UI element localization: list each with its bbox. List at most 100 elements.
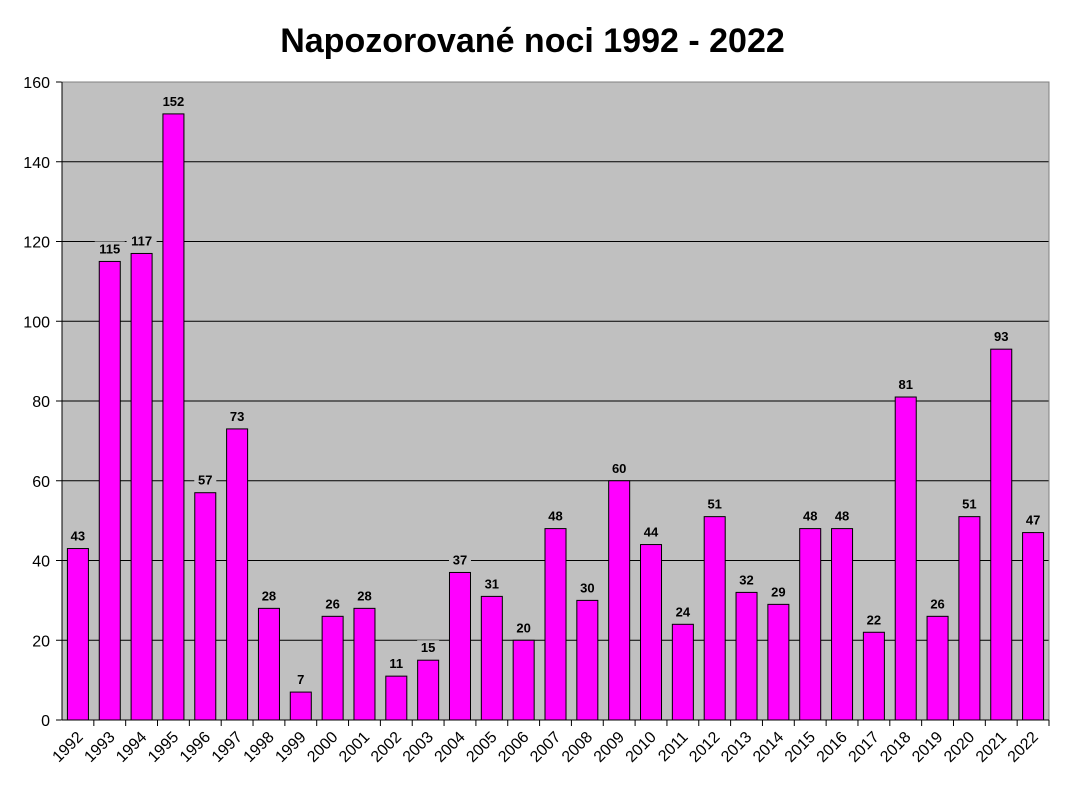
data-label-bg [480,576,503,592]
bar-1994 [130,252,153,721]
data-label-bg [894,377,917,393]
data-label-bg [94,241,125,257]
bar-2014 [767,603,790,721]
x-tick-label-2017: 2017 [846,729,883,766]
x-tick-label-2010: 2010 [623,729,660,766]
data-label-2000: 26 [325,596,339,611]
x-tick-label-1993: 1993 [81,729,118,766]
data-label-1995: 152 [163,94,185,109]
x-tick-label-1998: 1998 [241,729,278,766]
x-tick-label-2015: 2015 [782,729,819,766]
y-tick-label: 80 [32,394,50,411]
x-tick-label-2016: 2016 [814,729,851,766]
x-tick-label-2022: 2022 [1005,729,1042,766]
x-tick-label-2001: 2001 [336,729,373,766]
bar-2019 [926,615,949,721]
bar-2004 [448,571,471,721]
data-label-1999: 7 [297,672,304,687]
bar-1993 [98,260,121,721]
data-label-bg [194,472,217,488]
bar-1998 [257,607,280,721]
data-label-bg [448,552,471,568]
data-label-bg [926,596,949,612]
data-label-bg [158,93,189,109]
x-tick-label-1996: 1996 [177,729,214,766]
data-label-2017: 22 [867,612,881,627]
bar-2015 [799,528,822,721]
y-tick-label: 60 [32,474,50,491]
bar-2005 [480,595,503,721]
data-label-bg [767,584,790,600]
bar-2007 [544,528,567,721]
data-label-2001: 28 [357,588,371,603]
bar-1996 [194,492,217,721]
x-tick-label-2006: 2006 [495,729,532,766]
data-label-2013: 32 [739,572,753,587]
x-tick-label-1999: 1999 [272,729,309,766]
bar-1997 [226,428,249,721]
y-tick-label: 140 [23,155,50,172]
y-tick-label: 100 [23,314,50,331]
data-label-2012: 51 [707,497,721,512]
x-tick-label-2000: 2000 [304,729,341,766]
data-label-bg [66,528,89,544]
data-label-bg [257,588,280,604]
x-tick-label-2018: 2018 [877,729,914,766]
data-label-1998: 28 [262,588,276,603]
bar-1999 [289,691,312,721]
x-tick-label-2002: 2002 [368,729,405,766]
data-label-2003: 15 [421,640,435,655]
bar-2016 [831,528,854,721]
data-label-2002: 11 [389,656,403,671]
bar-2001 [353,607,376,721]
data-label-2010: 44 [644,525,659,540]
data-label-2016: 48 [835,509,849,524]
x-tick-label-1997: 1997 [209,729,246,766]
data-label-2014: 29 [771,584,785,599]
data-label-2011: 24 [676,604,691,619]
bar-2021 [990,348,1013,721]
y-tick-label: 120 [23,235,50,252]
x-tick-label-2007: 2007 [527,729,564,766]
data-label-bg [671,604,694,620]
bar-2009 [608,480,631,721]
data-label-bg [226,408,249,424]
x-tick-label-2012: 2012 [686,729,723,766]
data-label-bg [862,612,885,628]
x-tick-label-2011: 2011 [655,729,691,765]
data-label-bg [608,460,631,476]
data-label-2019: 26 [930,596,944,611]
data-label-2007: 48 [548,509,562,524]
data-label-bg [544,508,567,524]
bar-2017 [862,631,885,721]
data-label-bg [640,524,663,540]
data-label-2005: 31 [485,576,499,591]
data-label-2004: 37 [453,552,467,567]
chart-title: Napozorované noci 1992 - 2022 [280,22,785,60]
x-tick-label-2013: 2013 [718,729,755,766]
data-label-bg [990,329,1013,345]
bar-2018 [894,396,917,721]
data-label-bg [576,580,599,596]
data-label-bg [512,620,535,636]
bar-1995 [162,113,185,721]
bar-2022 [1022,532,1045,721]
bar-1992 [66,548,89,721]
data-label-2022: 47 [1026,513,1040,528]
y-tick-label: 0 [41,713,50,730]
data-label-bg [958,496,981,512]
data-label-1994: 117 [131,233,152,248]
bar-2003 [417,659,440,721]
data-label-2021: 93 [994,329,1008,344]
bar-2013 [735,591,758,721]
x-tick-label-1992: 1992 [50,729,87,766]
data-label-1996: 57 [198,473,212,488]
data-label-1997: 73 [230,409,244,424]
x-tick-label-1994: 1994 [113,729,150,766]
data-label-bg [1022,512,1045,528]
x-tick-label-2020: 2020 [941,729,978,766]
y-tick-label: 160 [23,75,50,92]
x-tick-label-2009: 2009 [591,729,628,766]
